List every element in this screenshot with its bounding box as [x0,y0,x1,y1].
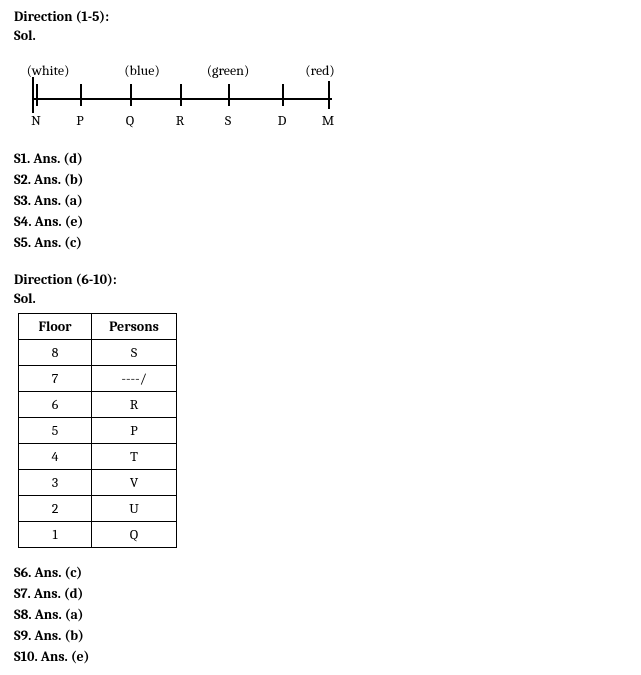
table-row: 3V [19,470,177,496]
diagram-top-label: (blue) [124,62,160,79]
tick [32,77,34,113]
diagram-top-label: (green) [207,62,250,79]
answer-s5: S5. Ans. (c) [14,232,627,253]
col-persons: Persons [92,314,177,340]
table-cell: 1 [19,522,92,548]
answer-s1: S1. Ans. (d) [14,148,627,169]
answer-s4: S4. Ans. (e) [14,211,627,232]
table-row: 7----/ [19,366,177,392]
axis-line [32,98,332,100]
table-cell: 8 [19,340,92,366]
answer-s3: S3. Ans. (a) [14,190,627,211]
diagram-top-label: (red) [305,62,334,79]
table-cell: P [92,418,177,444]
table-cell: 4 [19,444,92,470]
table-cell: 6 [19,392,92,418]
tick [80,84,82,106]
table-cell: S [92,340,177,366]
answer-s6: S6. Ans. (c) [14,562,627,583]
answer-s2: S2. Ans. (b) [14,169,627,190]
answers-6-10: S6. Ans. (c) S7. Ans. (d) S8. Ans. (a) S… [14,562,627,667]
arrangement-diagram: (white)(blue)(green)(red) NPQRSDM [22,62,627,134]
diagram-bottom-label: N [31,112,41,129]
tick [328,81,330,109]
table-row: 2U [19,496,177,522]
table-cell: 5 [19,418,92,444]
table-row: 1Q [19,522,177,548]
answer-s10: S10. Ans. (e) [14,646,627,667]
floor-persons-table: Floor Persons 8S7----/6R5P4T3V2U1Q [18,313,177,548]
tick [130,84,132,106]
diagram-bottom-label: Q [126,112,134,129]
table-cell: 3 [19,470,92,496]
tick [180,84,182,106]
answers-1-5: S1. Ans. (d) S2. Ans. (b) S3. Ans. (a) S… [14,148,627,253]
diagram-bottom-label: D [278,112,287,129]
table-cell: U [92,496,177,522]
table-cell: 2 [19,496,92,522]
sol-label-1: Sol. [14,27,627,44]
diagram-bottom-label: S [225,112,231,129]
sol-label-2: Sol. [14,290,627,307]
direction-6-10-header: Direction (6-10): [14,271,627,288]
tick [228,84,230,106]
col-floor: Floor [19,314,92,340]
answer-s7: S7. Ans. (d) [14,583,627,604]
table-cell: ----/ [92,366,177,392]
table-header-row: Floor Persons [19,314,177,340]
tick [282,84,284,106]
table-cell: R [92,392,177,418]
table-cell: Q [92,522,177,548]
answer-s9: S9. Ans. (b) [14,625,627,646]
table-cell: V [92,470,177,496]
table-row: 5P [19,418,177,444]
tick [36,84,38,106]
answer-s8: S8. Ans. (a) [14,604,627,625]
direction-1-5-header: Direction (1-5): [14,8,627,25]
diagram-bottom-label: R [176,112,185,129]
diagram-bottom-label: P [76,112,83,129]
table-cell: T [92,444,177,470]
table-row: 8S [19,340,177,366]
diagram-bottom-label: M [322,112,334,129]
table-row: 6R [19,392,177,418]
table-cell: 7 [19,366,92,392]
table-row: 4T [19,444,177,470]
